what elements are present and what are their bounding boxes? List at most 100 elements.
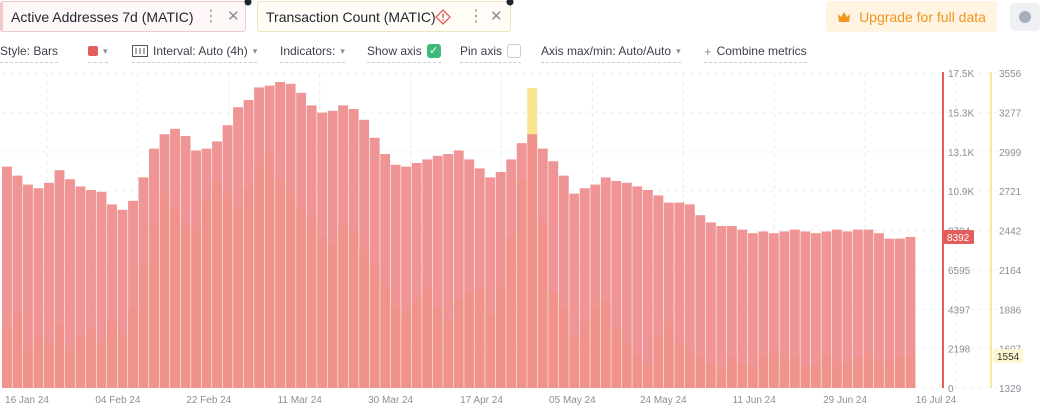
bar: [117, 209, 128, 388]
bar: [611, 181, 622, 388]
x-axis-tick-label: 24 May 24: [640, 395, 687, 406]
bar: [705, 222, 716, 388]
crown-icon: [838, 11, 851, 22]
upgrade-label: Upgrade for full data: [859, 8, 986, 25]
metric-tab-transaction-count[interactable]: Transaction Count (MATIC) ⋮ ✕: [257, 0, 514, 32]
interval-select[interactable]: Interval: Auto (4h) ▾: [132, 40, 258, 63]
chevron-down-icon: ▾: [676, 45, 681, 56]
left-axis-tick-label: 2198: [948, 345, 971, 356]
current-value-badge-left: [944, 229, 974, 244]
bar: [653, 195, 664, 388]
bar: [180, 136, 191, 388]
bar: [306, 105, 317, 389]
bar: [621, 182, 632, 388]
indicators-label: Indicators:: [280, 44, 336, 58]
current-value-right: 1554: [997, 352, 1020, 363]
bar: [443, 154, 454, 388]
interval-label: Interval: Auto (4h): [153, 44, 248, 58]
pin-icon: [506, 0, 514, 6]
bar: [212, 141, 223, 388]
combine-metrics-button[interactable]: + Combine metrics: [704, 40, 807, 63]
bar: [831, 229, 842, 388]
bar: [464, 159, 475, 388]
right-axis-tick-label: 1329: [999, 384, 1022, 395]
more-options-icon[interactable]: ⋮: [203, 7, 219, 25]
bar: [905, 236, 916, 388]
color-select[interactable]: ▾: [88, 40, 108, 63]
bar: [2, 166, 12, 388]
x-axis-tick-label: 16 Jul 24: [916, 395, 957, 406]
dot-icon: [1019, 11, 1031, 23]
bar: [75, 186, 86, 388]
bar: [422, 159, 433, 388]
bar: [800, 231, 811, 388]
bar: [894, 238, 905, 388]
bar: [758, 231, 769, 388]
bar: [642, 190, 653, 388]
right-axis-tick-label: 2721: [999, 187, 1022, 198]
close-icon[interactable]: ✕: [490, 8, 503, 25]
x-axis-ticks: 16 Jan 24 04 Feb 24 22 Feb 24 11 Mar 24 30 M…: [5, 395, 957, 406]
bar: [810, 233, 821, 388]
x-axis-tick-label: 11 Mar 24: [278, 395, 323, 406]
combine-label: Combine metrics: [716, 44, 807, 58]
left-axis-tick-label: 13.1K: [948, 148, 974, 159]
left-axis-tick-label: 0: [948, 384, 954, 395]
metric-tab-active-addresses[interactable]: Active Addresses 7d (MATIC) ⋮ ✕: [0, 0, 252, 32]
bar: [254, 87, 265, 389]
bar: [453, 150, 464, 388]
bar: [695, 215, 706, 388]
x-axis-tick-label: 17 Apr 24: [460, 395, 503, 406]
more-options-icon[interactable]: ⋮: [468, 7, 484, 25]
bar: [170, 128, 180, 389]
bar: [159, 134, 170, 388]
close-icon[interactable]: ✕: [227, 8, 240, 25]
bar: [768, 233, 779, 388]
bar: [537, 148, 548, 388]
bar: [863, 229, 874, 388]
bar: [96, 191, 107, 388]
bar: [485, 177, 496, 388]
checkbox-checked-icon[interactable]: ✓: [426, 44, 441, 58]
bar: [390, 164, 401, 388]
chart-toolbar: Style: Bars ▾ Interval: Auto (4h) ▾ Indi…: [0, 40, 1042, 64]
bar: [684, 204, 695, 388]
x-axis-tick-label: 16 Jan 24: [5, 395, 49, 406]
checkbox-unchecked-icon[interactable]: [507, 44, 522, 58]
bar: [264, 85, 275, 388]
upgrade-button[interactable]: Upgrade for full data: [826, 1, 997, 32]
bar: [327, 110, 338, 389]
bar: [201, 148, 212, 388]
right-axis-tick-label: 2164: [999, 266, 1022, 277]
bar: [842, 231, 853, 388]
bar: [128, 200, 138, 388]
x-axis-tick-label: 11 Jun 24: [733, 395, 777, 406]
warning-icon[interactable]: [435, 9, 451, 25]
bar: [23, 184, 33, 388]
bar: [65, 179, 75, 388]
left-axis-tick-label: 4397: [948, 305, 971, 316]
x-axis-tick-label: 22 Feb 24: [186, 395, 231, 406]
bar: [275, 82, 286, 388]
bar: [54, 170, 65, 388]
axis-maxmin-select[interactable]: Axis max/min: Auto/Auto ▾: [541, 40, 681, 63]
bar: [233, 107, 244, 388]
bar: [779, 231, 790, 388]
bar: [296, 92, 307, 389]
right-axis-ticks: 132916071886216424422721299932773556: [999, 69, 1022, 395]
style-select[interactable]: Style: Bars: [0, 40, 59, 63]
bar: [317, 112, 328, 388]
bar: [191, 150, 202, 388]
theme-toggle-button[interactable]: [1010, 3, 1040, 31]
left-axis-tick-label: 17.5K: [948, 69, 974, 80]
bar: [411, 163, 422, 388]
show-axis-toggle[interactable]: Show axis ✓: [367, 40, 441, 63]
bar: [495, 172, 506, 388]
right-axis-tick-label: 2442: [999, 227, 1022, 238]
indicators-select[interactable]: Indicators: ▾: [280, 40, 345, 63]
plus-icon: +: [704, 43, 712, 59]
metric-tab-label: Transaction Count (MATIC): [266, 8, 436, 25]
bar: [369, 137, 380, 388]
pin-axis-toggle[interactable]: Pin axis: [460, 40, 522, 63]
